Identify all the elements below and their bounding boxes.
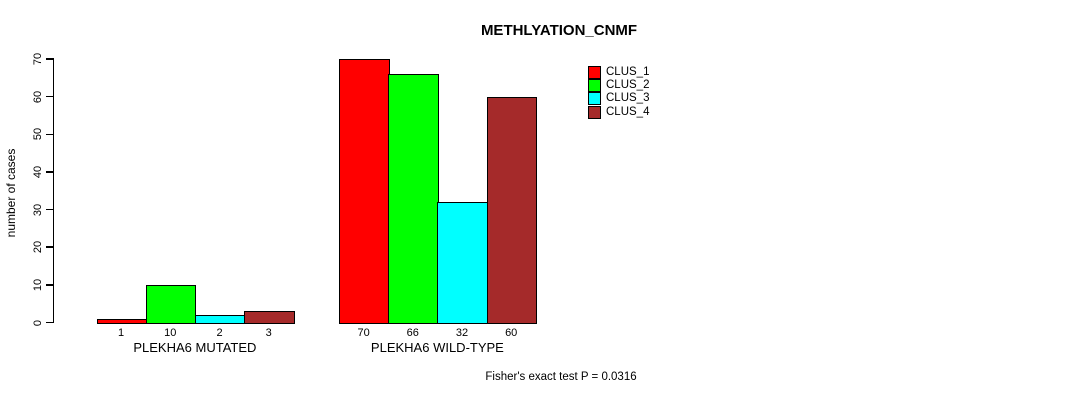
y-axis-tick [45, 208, 53, 211]
bar-CLUS_3 [437, 202, 489, 324]
bar-value-label: 66 [406, 326, 419, 339]
bar-CLUS_1 [96, 318, 148, 324]
bar-CLUS_2 [388, 74, 439, 324]
y-axis-line [52, 58, 54, 324]
y-axis-tick-label: 30 [32, 203, 44, 216]
legend: CLUS_1 CLUS_2 CLUS_3 CLUS_4 [588, 66, 649, 119]
chart-title: METHLYATION_CNMF [480, 22, 638, 39]
legend-label: CLUS_1 [606, 66, 650, 79]
bar-CLUS_2 [145, 284, 197, 324]
x-category-label: PLEKHA6 WILD-TYPE [370, 339, 504, 355]
y-axis-tick [45, 58, 53, 60]
y-axis-tick [45, 133, 53, 136]
legend-item: CLUS_3 [588, 92, 650, 106]
y-axis-tick-label: 0 [32, 319, 44, 326]
legend-label: CLUS_2 [606, 79, 650, 92]
bar-CLUS_4 [244, 311, 295, 324]
y-axis-tick [45, 95, 53, 98]
annotation-text: Fisher's exact test P = 0.0316 [485, 371, 637, 383]
bar-value-label: 2 [216, 326, 223, 339]
bar-CLUS_4 [486, 96, 538, 324]
bar-CLUS_1 [339, 59, 390, 324]
legend-item: CLUS_2 [588, 79, 650, 93]
x-category-label: PLEKHA6 MUTATED [133, 339, 257, 355]
legend-item: CLUS_1 [588, 66, 650, 80]
legend-swatch [588, 79, 601, 93]
bar-value-label: 32 [455, 326, 469, 339]
y-axis-tick [45, 321, 53, 324]
legend-label: CLUS_3 [606, 92, 650, 105]
legend-item: CLUS_4 [588, 105, 650, 119]
y-axis-tick-label: 60 [32, 90, 44, 103]
bar-value-label: 60 [505, 326, 518, 339]
legend-swatch [588, 92, 601, 106]
y-axis-tick-label: 10 [32, 278, 44, 291]
bar-CLUS_3 [194, 314, 246, 324]
legend-label: CLUS_4 [606, 105, 650, 118]
bar-value-label: 3 [265, 326, 272, 339]
bar-value-label: 10 [164, 326, 177, 339]
y-axis-tick [45, 284, 53, 286]
y-axis-tick-label: 70 [32, 52, 44, 66]
y-axis-tick [45, 171, 53, 173]
y-axis-tick-label: 20 [32, 241, 44, 254]
legend-swatch [588, 66, 601, 80]
y-axis-tick-label: 40 [32, 165, 44, 179]
legend-swatch [588, 105, 601, 119]
y-axis-tick [45, 246, 53, 248]
y-axis-tick-label: 50 [32, 128, 44, 141]
bar-value-label: 1 [118, 326, 125, 339]
bar-value-label: 70 [357, 326, 370, 339]
